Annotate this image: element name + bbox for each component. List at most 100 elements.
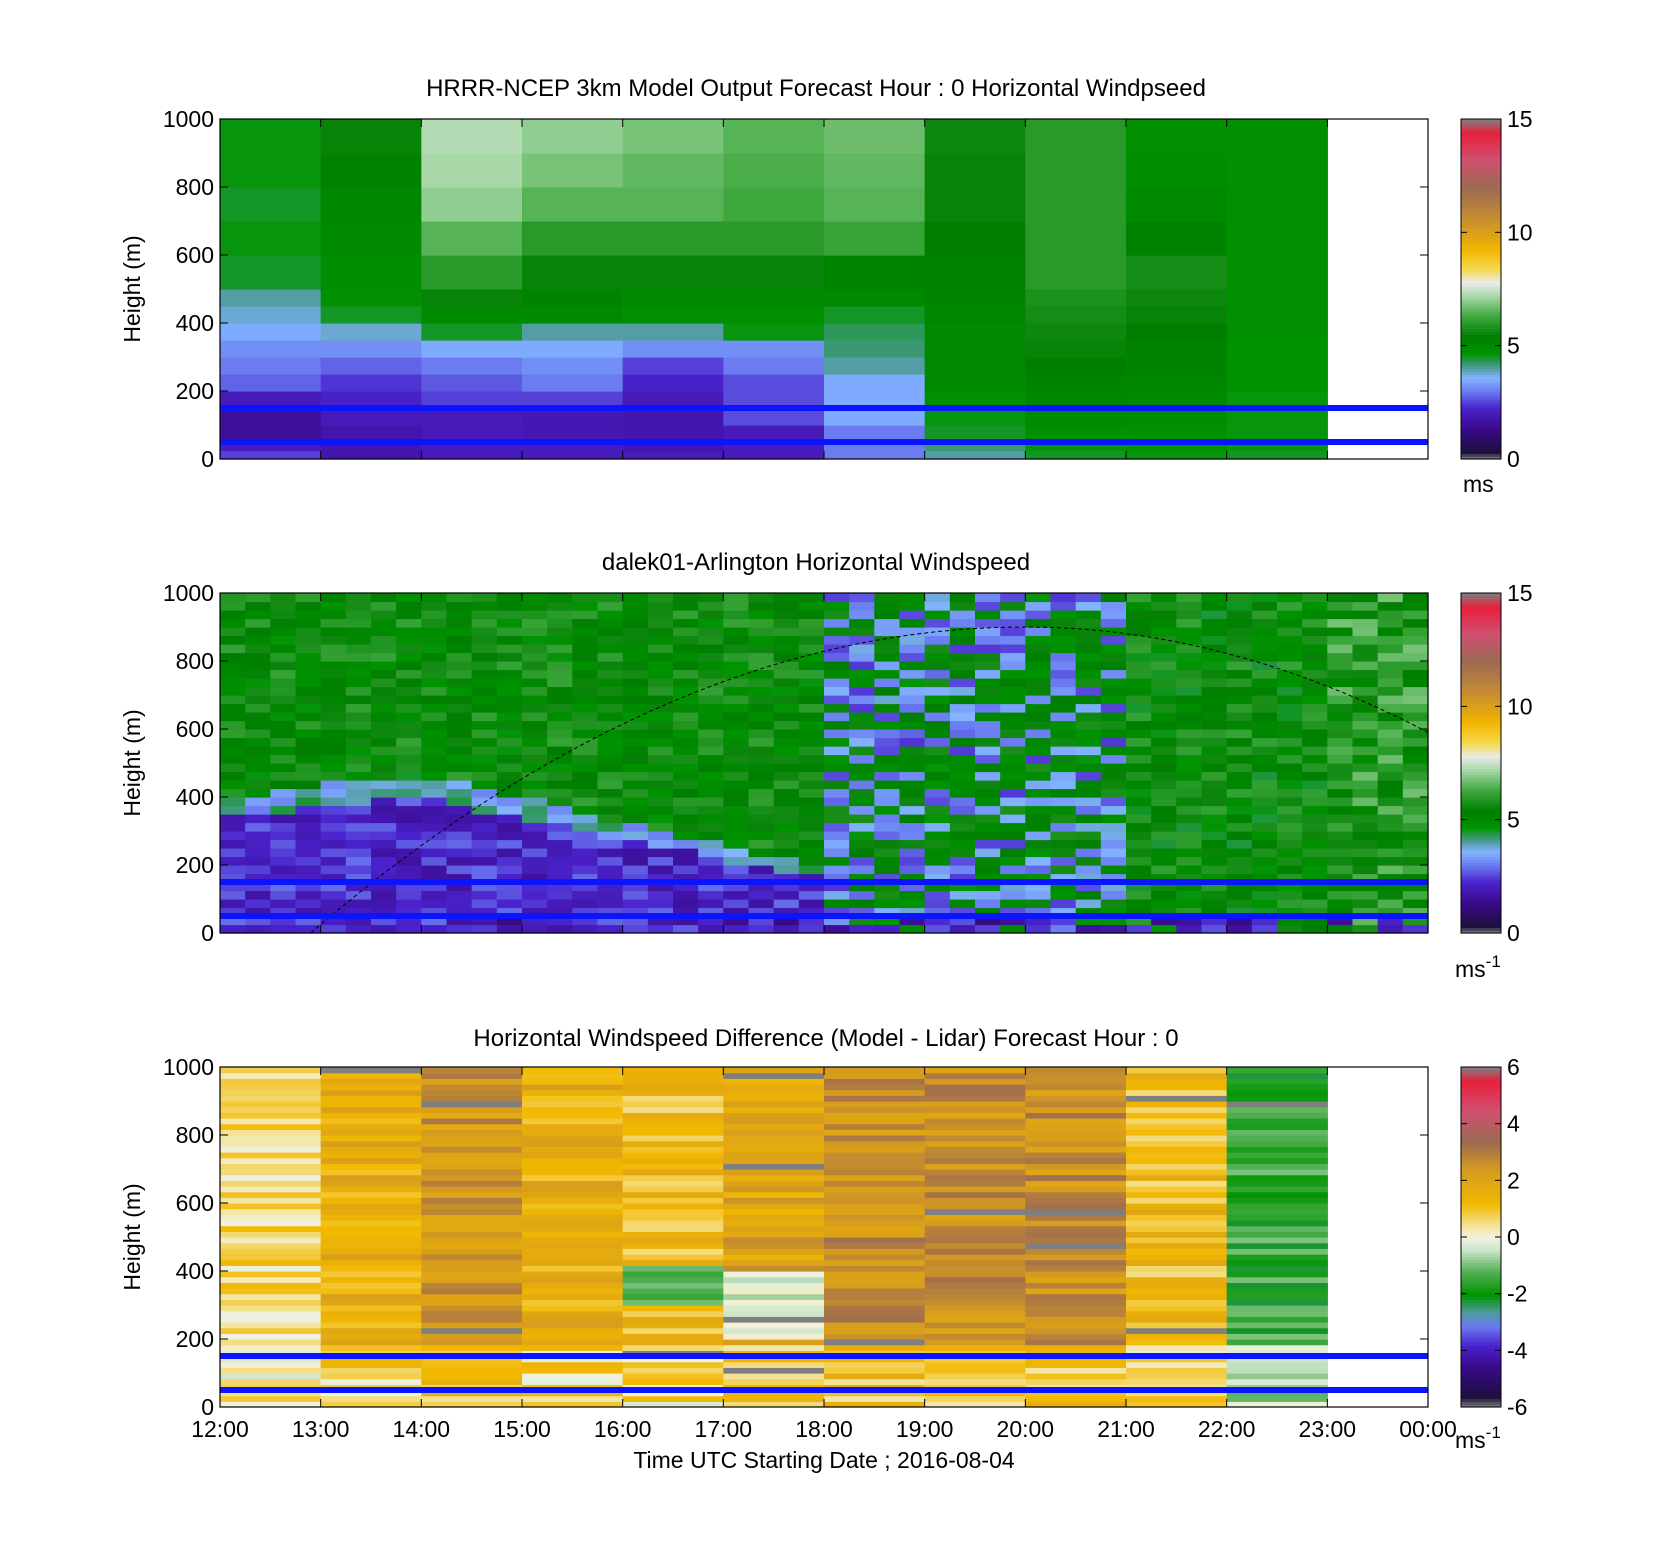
heatmap-cell <box>1075 737 1102 747</box>
heatmap-cell <box>1075 703 1102 713</box>
heatmap-cell <box>1251 865 1278 875</box>
heatmap-cell <box>1176 780 1203 790</box>
heatmap-cell <box>496 797 523 807</box>
heatmap-cell <box>320 1129 422 1136</box>
heatmap-cell <box>698 882 724 892</box>
heatmap-cell <box>824 797 850 807</box>
heatmap-cell <box>220 899 246 909</box>
heatmap-cell <box>1025 899 1052 909</box>
heatmap-cell <box>798 899 825 909</box>
heatmap-cell <box>270 610 297 620</box>
colorbar-swatch <box>1461 1217 1501 1221</box>
heatmap-cell <box>723 119 825 154</box>
heatmap-cell <box>1025 119 1127 154</box>
heatmap-cell <box>1151 652 1177 662</box>
heatmap-cell <box>723 1339 825 1346</box>
heatmap-cell <box>1176 882 1203 892</box>
heatmap-cell <box>522 1276 624 1283</box>
heatmap-cell <box>345 712 372 722</box>
heatmap-cell <box>899 610 926 620</box>
heatmap-cell <box>773 839 800 849</box>
colorbar-swatch <box>1461 1273 1501 1278</box>
heatmap-cell <box>421 119 523 154</box>
colorbar-swatch <box>1461 876 1501 880</box>
heatmap-cell <box>824 610 850 620</box>
heatmap-cell <box>1025 805 1052 815</box>
heatmap-cell <box>1352 686 1379 696</box>
heatmap-cell <box>1377 797 1404 807</box>
heatmap-cell <box>270 737 297 747</box>
heatmap-cell <box>421 1067 523 1074</box>
colorbar-swatch <box>1461 1378 1501 1383</box>
heatmap-cell <box>1000 754 1026 764</box>
heatmap-cell <box>924 1288 1026 1295</box>
heatmap-cell <box>1201 865 1228 875</box>
heatmap-cell <box>496 771 523 781</box>
heatmap-cell <box>1402 831 1429 841</box>
heatmap-cell <box>949 771 976 781</box>
heatmap-cell <box>1327 669 1354 679</box>
heatmap-cell <box>1151 805 1177 815</box>
heatmap-cell <box>1251 652 1278 662</box>
heatmap-cell <box>421 1401 523 1408</box>
colorbar-swatch <box>1461 1067 1501 1071</box>
heatmap-cell <box>647 856 674 866</box>
heatmap-cell <box>1100 882 1127 892</box>
heatmap-cell <box>1176 720 1203 730</box>
heatmap-cell <box>1025 737 1052 747</box>
heatmap-cell <box>849 924 875 934</box>
heatmap-cell <box>421 1135 523 1142</box>
heatmap-cell <box>1226 1180 1328 1187</box>
heatmap-cell <box>522 907 548 917</box>
heatmap-cell <box>597 720 624 730</box>
heatmap-cell <box>295 729 322 739</box>
heatmap-cell <box>824 1220 926 1227</box>
heatmap-cell <box>1327 593 1354 603</box>
heatmap-cell <box>496 746 523 756</box>
heatmap-cell <box>295 754 322 764</box>
heatmap-cell <box>723 1322 825 1329</box>
heatmap-cell <box>874 593 901 603</box>
heatmap-cell <box>1176 652 1203 662</box>
heatmap-cell <box>949 848 976 858</box>
heatmap-cell <box>1151 712 1177 722</box>
colorbar-swatch <box>1461 887 1501 892</box>
heatmap-cell <box>1377 916 1404 926</box>
heatmap-cell <box>748 780 775 790</box>
heatmap-cell <box>522 1214 624 1221</box>
heatmap-cell <box>1126 661 1152 671</box>
heatmap-cell <box>924 1140 1026 1147</box>
heatmap-cell <box>522 737 548 747</box>
heatmap-cell <box>245 924 271 934</box>
heatmap-cell <box>1402 865 1429 875</box>
heatmap-cell <box>421 1237 523 1244</box>
heatmap-cell <box>1126 1157 1228 1164</box>
heatmap-cell <box>1176 839 1203 849</box>
heatmap-cell <box>1302 822 1328 832</box>
heatmap-cell <box>622 788 649 798</box>
heatmap-cell <box>270 763 297 773</box>
heatmap-cell <box>1050 746 1077 756</box>
heatmap-cell <box>824 754 850 764</box>
heatmap-cell <box>371 661 397 671</box>
heatmap-cell <box>1025 695 1052 705</box>
heatmap-cell <box>1226 856 1253 866</box>
heatmap-cell <box>245 729 271 739</box>
colorbar-swatch <box>1461 442 1501 446</box>
colorbar-swatch <box>1461 774 1501 778</box>
heatmap-cell <box>547 788 573 798</box>
heatmap-cell <box>1277 831 1303 841</box>
heatmap-cell <box>220 729 246 739</box>
heatmap-cell <box>1025 1101 1127 1108</box>
colorbar-swatch <box>1461 1256 1501 1261</box>
heatmap-cell <box>446 695 473 705</box>
heatmap-cell <box>673 610 699 620</box>
heatmap-cell <box>1000 703 1026 713</box>
heatmap-cell <box>924 720 951 730</box>
heatmap-cell <box>1050 627 1077 637</box>
heatmap-cell <box>1226 839 1253 849</box>
heatmap-cell <box>824 1356 926 1363</box>
heatmap-cell <box>1100 788 1127 798</box>
heatmap-cell <box>320 1140 422 1147</box>
